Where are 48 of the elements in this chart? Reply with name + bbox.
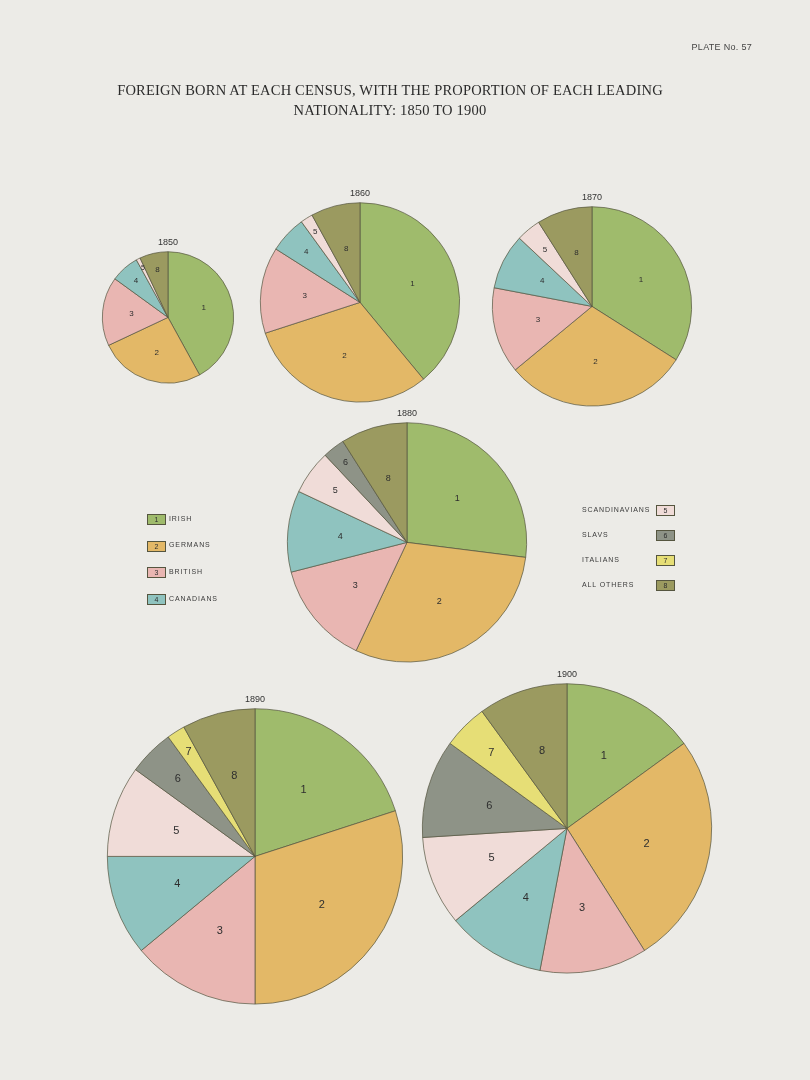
chart-title: 1880 [396, 407, 418, 418]
slice-label: 1 [410, 278, 416, 288]
slice-label: 3 [579, 901, 586, 913]
slice-label: 8 [385, 472, 391, 483]
slice-label: 1 [201, 303, 207, 313]
slice-label: 4 [133, 276, 139, 286]
slice-label: 8 [574, 248, 580, 258]
slice-label: 2 [342, 351, 348, 361]
slice-label: 1 [638, 274, 644, 284]
slice-label: 6 [342, 457, 348, 468]
slice-label: 3 [352, 579, 358, 590]
slice-label: 1 [454, 492, 460, 503]
slice-label: 4 [304, 247, 310, 257]
slice-label: 4 [522, 891, 529, 904]
slice-label: 6 [174, 772, 181, 785]
slice-label: 2 [593, 357, 599, 367]
slice-label: 2 [643, 836, 650, 849]
slice-label: 4 [337, 530, 343, 541]
slice-label: 6 [486, 798, 493, 811]
slice-label: 8 [155, 265, 161, 275]
text: PLATE No. 57 [691, 42, 752, 52]
slice-label: 3 [535, 315, 541, 325]
slice-label: 2 [436, 595, 442, 606]
slice-label: 7 [185, 744, 192, 757]
chart-title: 1900 [556, 668, 578, 679]
slice-label: 5 [332, 484, 338, 495]
slice-label: 5 [173, 823, 180, 836]
text: FOREIGN BORN AT EACH CENSUS, WITH THE PROPORTION OF EACH LEADING NATIONALITY: 1850 TO 1900 [116, 81, 664, 120]
chart-title: 1890 [244, 693, 266, 704]
slice-label: 3 [129, 309, 135, 319]
slice-label: 5 [488, 851, 495, 864]
slice-label: 2 [154, 347, 160, 357]
chart-title: 1850 [157, 236, 179, 247]
chart-title: 1870 [581, 191, 603, 202]
slice-label: 1 [300, 782, 307, 795]
slice-label: 2 [318, 898, 325, 911]
slice-label: 5 [542, 244, 548, 254]
slice-label: 8 [343, 243, 349, 253]
slice-label: 3 [302, 290, 308, 300]
slice-label: 8 [231, 769, 238, 782]
slice-label: 5 [312, 226, 318, 236]
chart-title: 1860 [349, 187, 371, 198]
slice-label: 8 [538, 744, 546, 757]
slice-label: 4 [540, 276, 546, 286]
slice-label: 4 [174, 877, 181, 890]
slice-label: 7 [488, 745, 495, 758]
slice-label: 3 [216, 924, 223, 937]
slice-label: 1 [600, 749, 607, 762]
